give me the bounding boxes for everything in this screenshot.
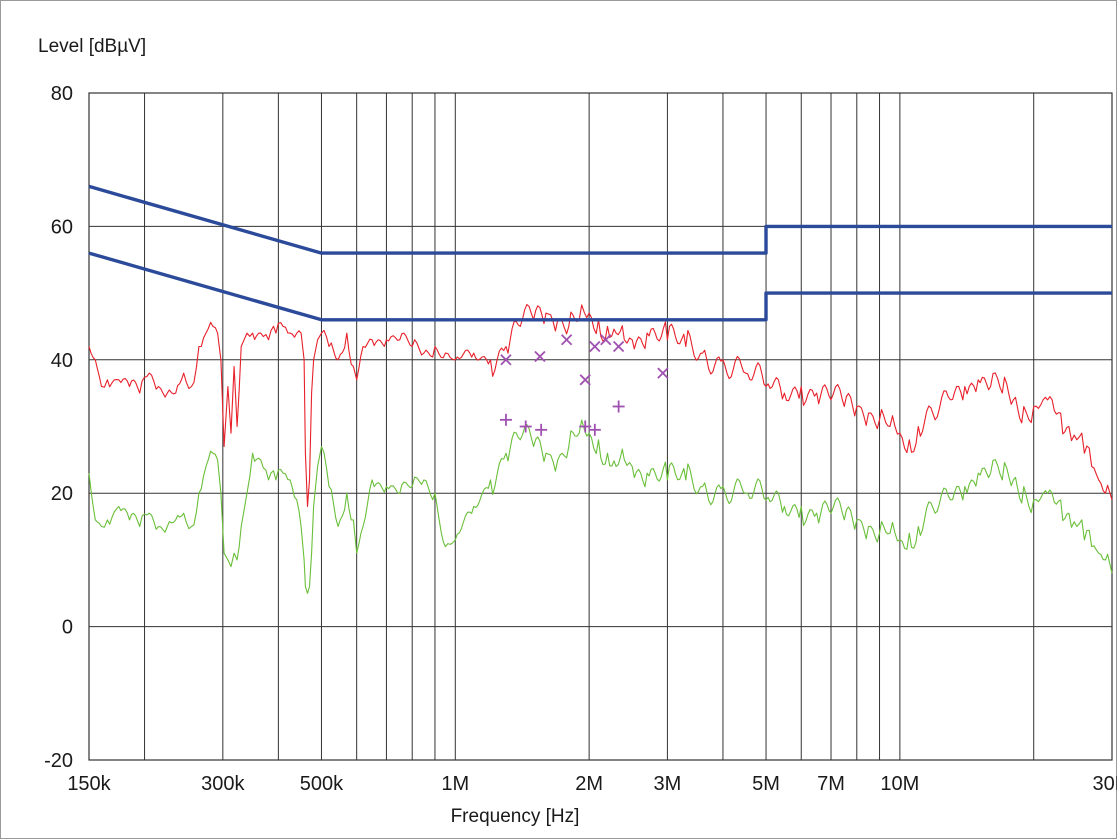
x-tick-label: 5M (752, 773, 780, 795)
x-marker (657, 367, 669, 379)
y-tick-label: 80 (51, 83, 73, 105)
trace-line (88, 419, 1113, 594)
x-tick-label: 3M (654, 773, 682, 795)
x-tick-label: 30M (1093, 773, 1117, 795)
y-tick-label: 20 (51, 483, 73, 505)
x-tick-label: 150k (67, 773, 111, 795)
limit-line (88, 184, 1112, 255)
plus-marker (579, 420, 592, 433)
x-tick-label: 300k (201, 773, 245, 795)
plus-marker (499, 413, 512, 426)
plus-marker (519, 420, 532, 433)
x-marker (500, 354, 512, 366)
plus-marker (535, 423, 548, 436)
markers-group (499, 334, 669, 436)
plus-marker (612, 400, 625, 413)
x-tick-label: 7M (817, 773, 845, 795)
x-tick-label: 1M (441, 773, 469, 795)
grid (88, 92, 1113, 761)
trace-line (88, 303, 1113, 508)
x-tick-label: 2M (575, 773, 603, 795)
y-tick-label: -20 (44, 750, 73, 772)
limit-line (88, 251, 1112, 322)
y-tick-label: 40 (51, 350, 73, 372)
x-marker (589, 340, 601, 353)
tick-labels: -20 0 20 40 60 80 150k 300k 500k 1M 2M 3M 5M 7M 10M 30M (44, 83, 1117, 795)
x-marker (579, 374, 591, 386)
plot-area (88, 92, 1113, 761)
y-axis-label: Level [dBµV] (38, 36, 146, 57)
y-tick-label: 60 (51, 216, 73, 238)
plus-marker (588, 423, 601, 436)
y-tick-label: 0 (62, 617, 73, 639)
x-marker (560, 334, 573, 346)
x-tick-label: 500k (300, 773, 344, 795)
x-marker (600, 334, 612, 346)
series-group (88, 184, 1113, 594)
x-marker (612, 340, 625, 353)
x-tick-label: 10M (880, 773, 919, 795)
x-marker (534, 350, 546, 363)
x-axis-label: Frequency [Hz] (451, 806, 580, 827)
